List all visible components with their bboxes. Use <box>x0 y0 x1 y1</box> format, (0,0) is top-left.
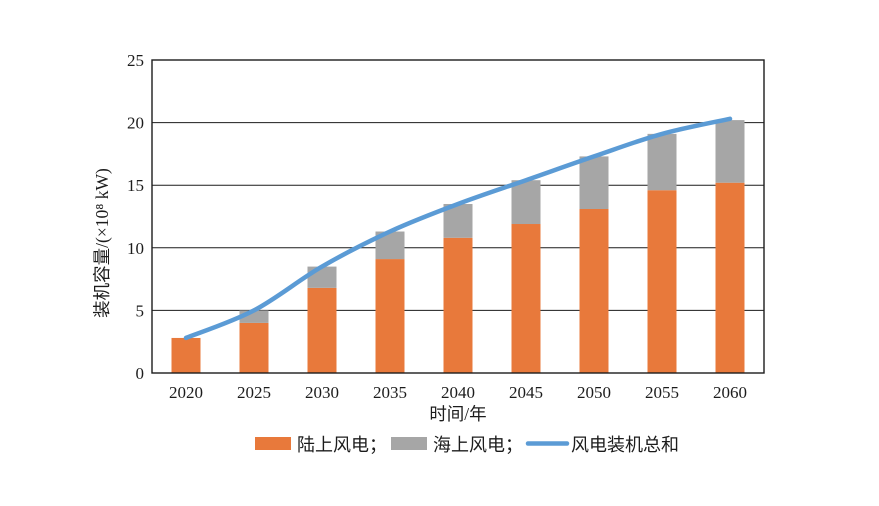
offshore-wind-bar-2050 <box>579 156 609 209</box>
offshore-wind-bar-2030 <box>307 266 337 288</box>
x-tick-label-2035: 2035 <box>373 383 407 402</box>
y-tick-label-15: 15 <box>127 176 144 195</box>
onshore-wind-bar-2050 <box>579 208 609 373</box>
plot-border <box>151 59 765 374</box>
x-tick-label-2045: 2045 <box>509 383 543 402</box>
x-tick-label-2040: 2040 <box>441 383 475 402</box>
x-tick-label-2020: 2020 <box>169 383 203 402</box>
onshore-wind-bar-2020 <box>171 337 201 373</box>
onshore-wind-bar-2060 <box>715 182 745 373</box>
x-tick-label-2030: 2030 <box>305 383 339 402</box>
onshore-wind-bar-2025 <box>239 322 269 373</box>
offshore-wind-bar-2060 <box>715 120 745 183</box>
total-line-series <box>183 116 733 341</box>
onshore-wind-bar-2055 <box>647 190 677 373</box>
x-tick-label-2050: 2050 <box>577 383 611 402</box>
chart-legend: 陆上风电； 海上风电； 风电装机总和 <box>255 435 679 455</box>
onshore-wind-swatch <box>255 437 291 450</box>
offshore-wind-legend-label: 海上风电； <box>433 435 523 455</box>
y-axis-tick-labels: 0 5 10 15 20 25 <box>127 51 144 383</box>
x-tick-label-2060: 2060 <box>713 383 747 402</box>
onshore-wind-bar-2045 <box>511 224 541 373</box>
x-axis-tick-labels: 2020 2025 2030 2035 2040 2045 2050 2055 2060 <box>169 383 747 402</box>
y-tick-label-25: 25 <box>127 51 144 70</box>
bars-layer <box>171 120 745 373</box>
offshore-wind-bar-2055 <box>647 133 677 191</box>
total-wind-legend-label: 风电装机总和 <box>571 435 679 455</box>
x-tick-label-2055: 2055 <box>645 383 679 402</box>
y-tick-label-10: 10 <box>127 239 144 258</box>
onshore-wind-bar-2030 <box>307 287 337 373</box>
offshore-wind-swatch <box>391 437 427 450</box>
onshore-wind-legend-label: 陆上风电； <box>297 435 387 455</box>
offshore-wind-bar-2045 <box>511 180 541 225</box>
y-tick-label-5: 5 <box>136 301 145 320</box>
y-tick-label-20: 20 <box>127 114 144 133</box>
y-axis-title: 装机容量/(×10⁸ kW) <box>92 168 112 318</box>
x-axis-title: 时间/年 <box>429 404 486 424</box>
onshore-wind-bar-2040 <box>443 237 473 373</box>
y-tick-label-0: 0 <box>136 364 145 383</box>
onshore-wind-bar-2035 <box>375 259 405 373</box>
x-tick-label-2025: 2025 <box>237 383 271 402</box>
